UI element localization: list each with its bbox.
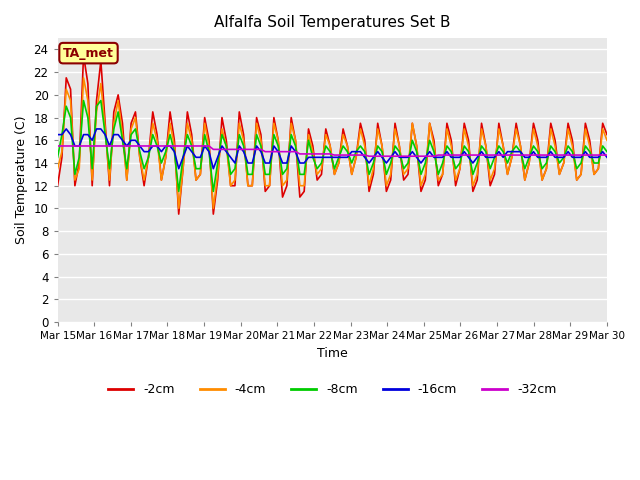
-16cm bbox=[196, 155, 204, 160]
Y-axis label: Soil Temperature (C): Soil Temperature (C) bbox=[15, 116, 28, 244]
-4cm bbox=[348, 171, 356, 177]
-4cm bbox=[266, 183, 273, 189]
-32cm bbox=[257, 146, 265, 152]
-16cm bbox=[603, 155, 611, 160]
-8cm bbox=[266, 171, 273, 177]
-2cm bbox=[54, 183, 61, 189]
-16cm bbox=[266, 160, 273, 166]
-2cm bbox=[196, 171, 204, 177]
-8cm bbox=[603, 149, 611, 155]
Line: -8cm: -8cm bbox=[58, 101, 607, 192]
Title: Alfalfa Soil Temperatures Set B: Alfalfa Soil Temperatures Set B bbox=[214, 15, 451, 30]
-4cm bbox=[175, 205, 182, 211]
-2cm bbox=[603, 132, 611, 137]
Line: -4cm: -4cm bbox=[58, 78, 607, 208]
-8cm bbox=[586, 149, 593, 155]
-8cm bbox=[196, 166, 204, 171]
-2cm bbox=[287, 115, 295, 120]
-8cm bbox=[534, 149, 541, 155]
Line: -32cm: -32cm bbox=[58, 146, 607, 156]
Text: TA_met: TA_met bbox=[63, 47, 114, 60]
-32cm bbox=[278, 149, 286, 155]
-4cm bbox=[80, 75, 88, 81]
-4cm bbox=[196, 171, 204, 177]
X-axis label: Time: Time bbox=[317, 347, 348, 360]
-8cm bbox=[54, 155, 61, 160]
-2cm bbox=[586, 137, 593, 143]
-4cm bbox=[54, 166, 61, 171]
-32cm bbox=[188, 143, 196, 149]
-16cm bbox=[175, 166, 182, 171]
-4cm bbox=[287, 120, 295, 126]
Line: -2cm: -2cm bbox=[58, 55, 607, 214]
-2cm bbox=[266, 183, 273, 189]
-32cm bbox=[339, 152, 347, 158]
-32cm bbox=[365, 153, 373, 159]
-4cm bbox=[603, 137, 611, 143]
-2cm bbox=[348, 171, 356, 177]
-32cm bbox=[530, 152, 538, 158]
-8cm bbox=[80, 98, 88, 104]
-8cm bbox=[175, 189, 182, 194]
-32cm bbox=[582, 152, 589, 158]
-16cm bbox=[586, 155, 593, 160]
-8cm bbox=[287, 132, 295, 137]
-4cm bbox=[586, 143, 593, 149]
-2cm bbox=[80, 52, 88, 58]
-16cm bbox=[534, 155, 541, 160]
Legend: -2cm, -4cm, -8cm, -16cm, -32cm: -2cm, -4cm, -8cm, -16cm, -32cm bbox=[103, 378, 561, 401]
-2cm bbox=[175, 211, 182, 217]
Line: -16cm: -16cm bbox=[58, 129, 607, 168]
-16cm bbox=[54, 132, 61, 137]
-4cm bbox=[534, 143, 541, 149]
-16cm bbox=[348, 149, 356, 155]
-32cm bbox=[54, 143, 61, 149]
-32cm bbox=[603, 152, 611, 158]
-8cm bbox=[348, 160, 356, 166]
-16cm bbox=[62, 126, 70, 132]
-2cm bbox=[534, 137, 541, 143]
-16cm bbox=[287, 143, 295, 149]
